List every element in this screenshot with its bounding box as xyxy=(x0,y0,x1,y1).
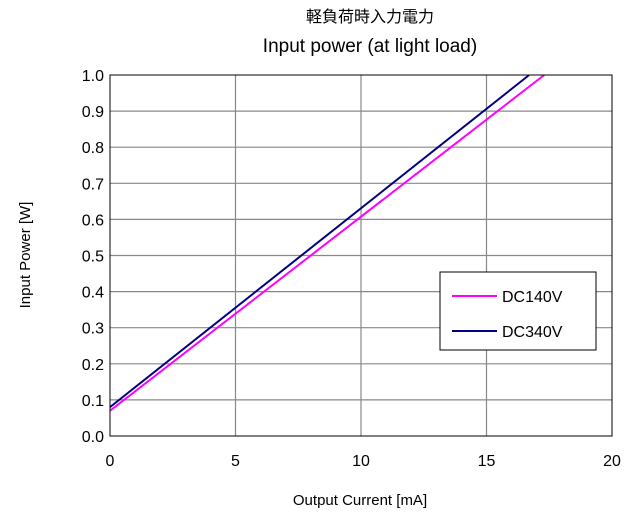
y-tick-label: 0.4 xyxy=(82,285,104,302)
y-tick-label: 0.0 xyxy=(82,429,104,446)
legend: DC140V DC340V xyxy=(439,271,597,351)
x-tick-label: 15 xyxy=(478,453,496,470)
legend-label-dc140v: DC140V xyxy=(502,289,563,306)
series-line-dc140v xyxy=(109,74,545,412)
x-tick-labels: 0 5 10 15 20 xyxy=(106,453,621,470)
y-tick-label: 0.6 xyxy=(82,212,104,229)
y-tick-label: 0.3 xyxy=(82,321,104,338)
x-tick-label: 5 xyxy=(231,453,240,470)
y-tick-label: 0.9 xyxy=(82,104,104,121)
x-tick-label: 0 xyxy=(106,453,115,470)
grid xyxy=(110,75,612,436)
y-tick-label: 0.8 xyxy=(82,140,104,157)
y-tick-label: 1.0 xyxy=(82,68,104,85)
y-tick-label: 0.5 xyxy=(82,249,104,266)
x-axis-label: Output Current [mA] xyxy=(293,492,427,509)
y-tick-labels: 0.0 0.1 0.2 0.3 0.4 0.5 0.6 0.7 0.8 0.9 1.0 xyxy=(82,68,104,446)
series-line-dc340v xyxy=(109,74,530,408)
y-tick-label: 0.2 xyxy=(82,357,104,374)
legend-label-dc340v: DC340V xyxy=(502,324,563,341)
series-lines xyxy=(109,74,545,412)
x-tick-label: 10 xyxy=(352,453,370,470)
plot-frame xyxy=(109,74,613,437)
x-tick-label: 20 xyxy=(603,453,621,470)
y-tick-label: 0.7 xyxy=(82,176,104,193)
chart-title-jp: 軽負荷時入力電力 xyxy=(306,7,434,26)
y-tick-label: 0.1 xyxy=(82,393,104,410)
chart-title: Input power (at light load) xyxy=(263,36,477,57)
legend-box xyxy=(439,271,597,351)
y-axis-label: Input Power [W] xyxy=(17,202,34,309)
